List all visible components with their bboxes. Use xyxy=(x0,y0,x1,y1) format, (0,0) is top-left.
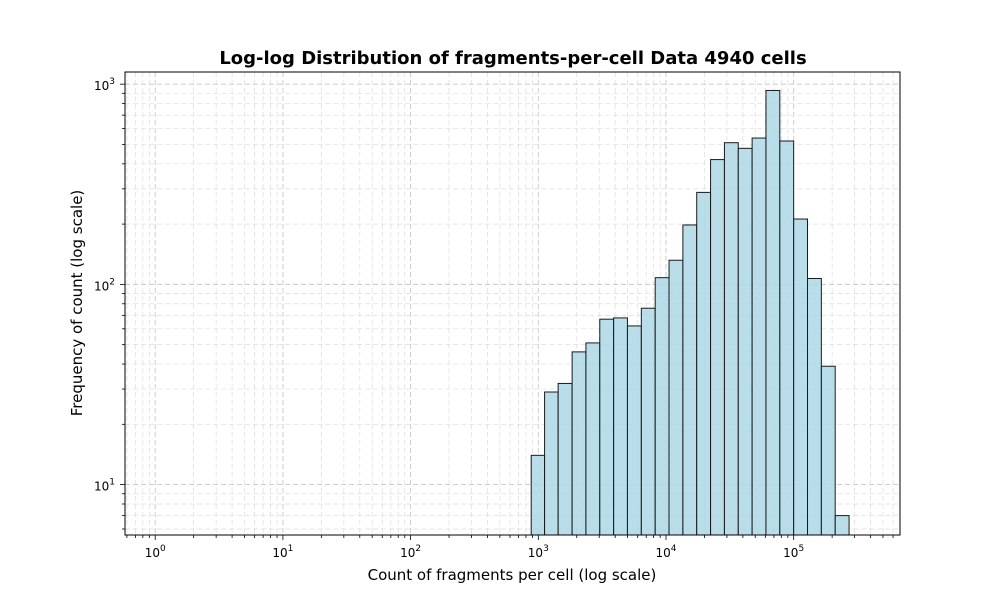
histogram-bar xyxy=(586,343,600,535)
histogram-bar xyxy=(780,141,794,535)
histogram-bar xyxy=(545,392,559,535)
histogram-bar xyxy=(531,455,544,535)
histogram-bar xyxy=(766,90,780,535)
histogram-bar xyxy=(683,225,697,535)
x-axis-label: Count of fragments per cell (log scale) xyxy=(368,566,657,584)
histogram-bar xyxy=(808,278,822,535)
chart-title: Log-log Distribution of fragments-per-ce… xyxy=(219,48,806,69)
y-axis-label: Frequency of count (log scale) xyxy=(68,190,86,417)
histogram-bar xyxy=(821,366,835,535)
histogram-bar xyxy=(641,308,655,535)
histogram-bar xyxy=(724,143,738,535)
histogram-bar xyxy=(600,319,614,535)
histogram-bar xyxy=(572,352,586,535)
histogram-bar xyxy=(711,160,725,535)
histogram-bar xyxy=(835,516,849,535)
histogram-bar xyxy=(627,326,641,535)
histogram-bar xyxy=(655,278,669,535)
histogram-bar xyxy=(794,219,808,535)
histogram-bar xyxy=(558,383,572,535)
histogram-bar xyxy=(738,148,752,535)
histogram-bar xyxy=(614,318,628,535)
histogram-bar xyxy=(697,192,711,535)
histogram-bar xyxy=(669,260,683,535)
histogram-bar xyxy=(752,138,766,535)
